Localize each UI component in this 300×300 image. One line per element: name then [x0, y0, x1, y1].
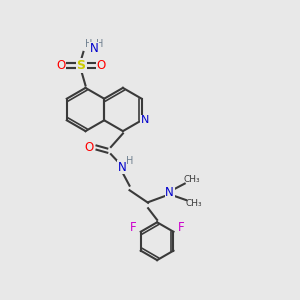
Text: H: H — [126, 156, 133, 166]
Text: F: F — [177, 221, 184, 234]
Text: N: N — [165, 186, 174, 199]
Text: N: N — [141, 115, 149, 125]
Text: N: N — [118, 160, 126, 174]
Text: N: N — [89, 42, 98, 56]
Text: H: H — [85, 39, 92, 50]
Text: H: H — [96, 39, 103, 50]
Text: CH₃: CH₃ — [185, 200, 202, 208]
Text: F: F — [130, 221, 137, 234]
Text: O: O — [85, 141, 94, 154]
Text: S: S — [76, 59, 85, 72]
Text: O: O — [97, 59, 106, 72]
Text: CH₃: CH₃ — [183, 175, 200, 184]
Text: O: O — [56, 59, 65, 72]
